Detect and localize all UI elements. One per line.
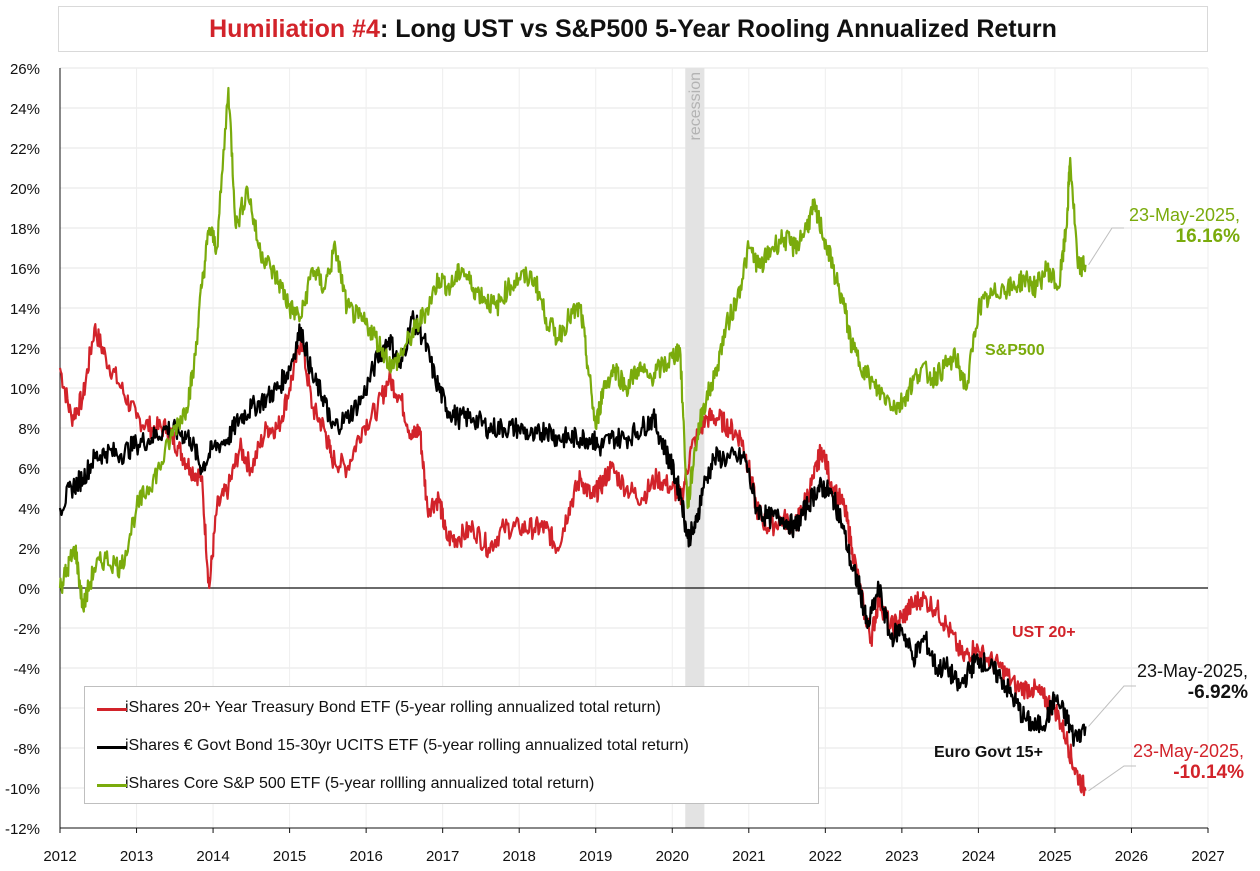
x-tick-label: 2025 [1038, 848, 1071, 865]
x-tick-label: 2022 [809, 848, 842, 865]
y-tick-label: 14% [10, 301, 40, 318]
legend-item-euro: iShares € Govt Bond 15-30yr UCITS ETF (5… [97, 737, 689, 757]
series-label-euro: Euro Govt 15+ [934, 744, 1043, 761]
legend-label-euro: iShares € Govt Bond 15-30yr UCITS ETF (5… [125, 737, 689, 754]
leader-line-euro [1088, 685, 1136, 727]
y-tick-label: -8% [13, 741, 40, 758]
y-tick-label: -6% [13, 701, 40, 718]
annotation-sp500-value: 16.16% [1175, 226, 1240, 247]
y-tick-label: 10% [10, 381, 40, 398]
x-tick-label: 2015 [273, 848, 306, 865]
legend-item-ust: iShares 20+ Year Treasury Bond ETF (5-ye… [97, 699, 661, 719]
x-tick-label: 2014 [196, 848, 229, 865]
y-tick-label: 16% [10, 261, 40, 278]
x-tick-label: 2027 [1191, 848, 1224, 865]
y-tick-label: 24% [10, 101, 40, 118]
legend-swatch-euro [97, 746, 127, 749]
y-tick-label: 12% [10, 341, 40, 358]
y-tick-label: -12% [5, 821, 40, 838]
chart-legend: iShares 20+ Year Treasury Bond ETF (5-ye… [84, 686, 819, 804]
x-tick-label: 2012 [43, 848, 76, 865]
y-tick-label: 22% [10, 141, 40, 158]
y-tick-label: 2% [18, 541, 40, 558]
y-tick-label: -4% [13, 661, 40, 678]
series-label-sp500: S&P500 [985, 342, 1045, 359]
x-tick-label: 2023 [885, 848, 918, 865]
y-tick-label: 0% [18, 581, 40, 598]
y-tick-label: 8% [18, 421, 40, 438]
y-tick-label: 6% [18, 461, 40, 478]
x-tick-label: 2026 [1115, 848, 1148, 865]
x-tick-label: 2017 [426, 848, 459, 865]
legend-item-sp500: iShares Core S&P 500 ETF (5-year rolllin… [97, 775, 595, 795]
annotation-ust-date: 23-May-2025, [1132, 741, 1244, 761]
series-line-sp500 [58, 86, 1087, 613]
leader-line-sp500 [1088, 227, 1124, 266]
series-line-ust [58, 323, 1087, 797]
y-tick-label: 18% [10, 221, 40, 238]
y-tick-label: 20% [10, 181, 40, 198]
annotation-ust: 23-May-2025, -10.14% [1108, 741, 1244, 784]
chart-title-box: Humiliation #4: Long UST vs S&P500 5-Yea… [58, 6, 1208, 52]
x-tick-label: 2016 [349, 848, 382, 865]
x-tick-label: 2018 [503, 848, 536, 865]
series-line-euro [58, 310, 1087, 747]
x-tick-label: 2024 [962, 848, 995, 865]
chart-title-highlight: Humiliation #4 [209, 14, 380, 43]
annotation-euro-value: -6.92% [1187, 682, 1248, 703]
annotation-ust-value: -10.14% [1173, 762, 1244, 783]
annotation-sp500-date: 23-May-2025, [1128, 205, 1240, 225]
annotation-euro-date: 23-May-2025, [1136, 661, 1248, 681]
legend-swatch-ust [97, 708, 127, 711]
series-label-ust: UST 20+ [1012, 624, 1076, 641]
x-tick-label: 2019 [579, 848, 612, 865]
legend-swatch-sp500 [97, 784, 127, 787]
y-tick-label: 4% [18, 501, 40, 518]
legend-label-ust: iShares 20+ Year Treasury Bond ETF (5-ye… [125, 699, 661, 716]
x-tick-label: 2013 [120, 848, 153, 865]
legend-label-sp500: iShares Core S&P 500 ETF (5-year rolllin… [125, 775, 595, 792]
leader-line-ust [1088, 765, 1136, 792]
annotation-sp500: 23-May-2025, 16.16% [1108, 205, 1240, 248]
y-tick-label: 26% [10, 61, 40, 78]
recession-label: recession [687, 72, 704, 140]
y-tick-label: -10% [5, 781, 40, 798]
x-tick-label: 2021 [732, 848, 765, 865]
y-tick-label: -2% [13, 621, 40, 638]
chart-title-rest: : Long UST vs S&P500 5-Year Rooling Annu… [379, 14, 1057, 43]
x-tick-label: 2020 [656, 848, 689, 865]
annotation-euro: 23-May-2025, -6.92% [1108, 661, 1248, 704]
